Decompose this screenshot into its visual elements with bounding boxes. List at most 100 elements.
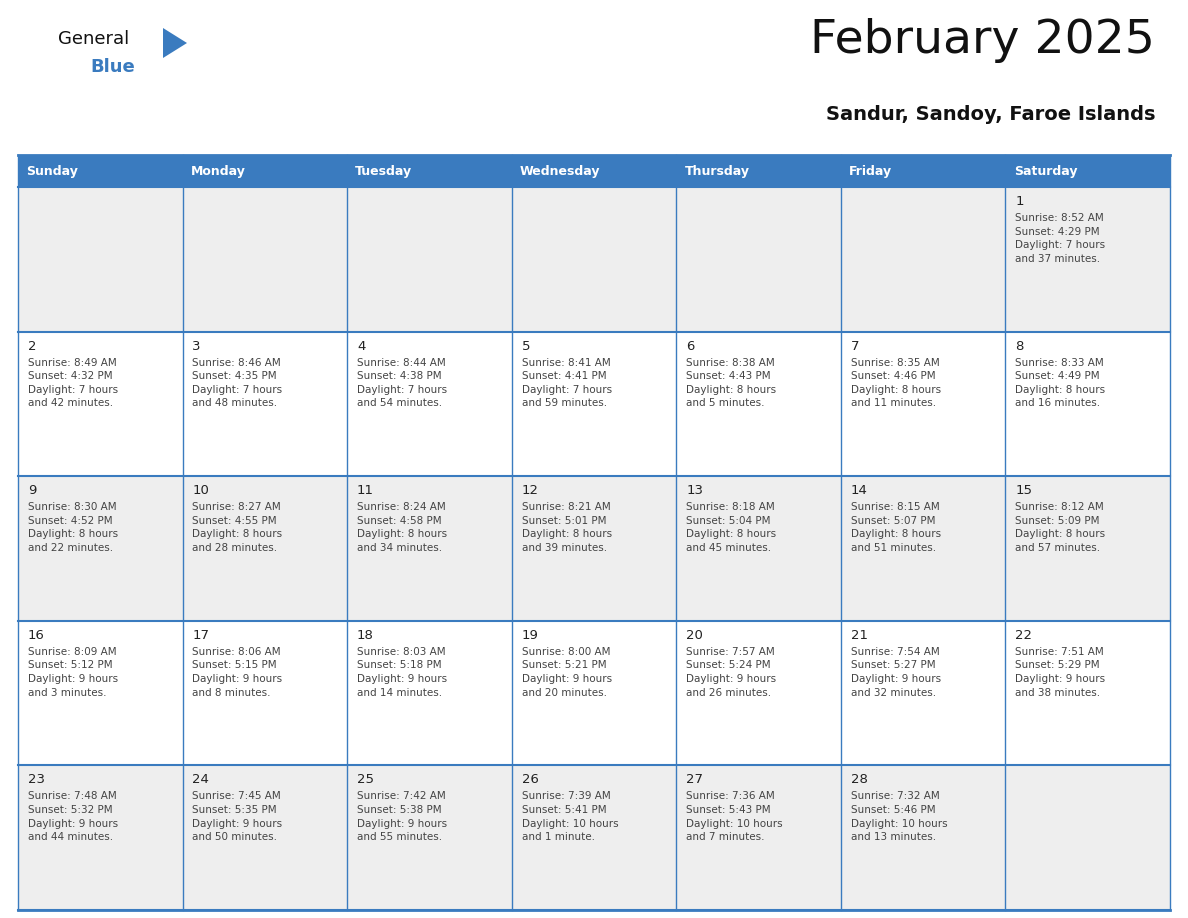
Text: Sunrise: 7:48 AM
Sunset: 5:32 PM
Daylight: 9 hours
and 44 minutes.: Sunrise: 7:48 AM Sunset: 5:32 PM Dayligh… — [27, 791, 118, 842]
Bar — [183, 187, 347, 331]
Bar — [1005, 476, 1170, 621]
Bar — [183, 621, 347, 766]
Text: Sunrise: 8:27 AM
Sunset: 4:55 PM
Daylight: 8 hours
and 28 minutes.: Sunrise: 8:27 AM Sunset: 4:55 PM Dayligh… — [192, 502, 283, 553]
Bar — [183, 331, 347, 476]
Text: Monday: Monday — [191, 164, 246, 177]
Text: 22: 22 — [1016, 629, 1032, 642]
Bar — [841, 476, 1005, 621]
Bar — [1005, 187, 1170, 331]
Bar — [347, 476, 512, 621]
Bar — [841, 331, 1005, 476]
Text: 1: 1 — [1016, 195, 1024, 208]
Text: Sunrise: 7:42 AM
Sunset: 5:38 PM
Daylight: 9 hours
and 55 minutes.: Sunrise: 7:42 AM Sunset: 5:38 PM Dayligh… — [358, 791, 447, 842]
Bar — [347, 766, 512, 910]
Text: 4: 4 — [358, 340, 366, 353]
Text: 5: 5 — [522, 340, 530, 353]
Text: Sunrise: 8:49 AM
Sunset: 4:32 PM
Daylight: 7 hours
and 42 minutes.: Sunrise: 8:49 AM Sunset: 4:32 PM Dayligh… — [27, 358, 118, 409]
Text: 11: 11 — [358, 484, 374, 498]
Bar — [183, 155, 347, 187]
Bar — [1005, 331, 1170, 476]
Bar — [18, 621, 183, 766]
Text: 17: 17 — [192, 629, 209, 642]
Text: Sunrise: 8:35 AM
Sunset: 4:46 PM
Daylight: 8 hours
and 11 minutes.: Sunrise: 8:35 AM Sunset: 4:46 PM Dayligh… — [851, 358, 941, 409]
Text: 23: 23 — [27, 773, 45, 787]
Text: Sunrise: 7:36 AM
Sunset: 5:43 PM
Daylight: 10 hours
and 7 minutes.: Sunrise: 7:36 AM Sunset: 5:43 PM Dayligh… — [687, 791, 783, 842]
Text: Sunrise: 8:09 AM
Sunset: 5:12 PM
Daylight: 9 hours
and 3 minutes.: Sunrise: 8:09 AM Sunset: 5:12 PM Dayligh… — [27, 647, 118, 698]
Bar — [676, 476, 841, 621]
Text: Sunrise: 8:15 AM
Sunset: 5:07 PM
Daylight: 8 hours
and 51 minutes.: Sunrise: 8:15 AM Sunset: 5:07 PM Dayligh… — [851, 502, 941, 553]
Text: 25: 25 — [358, 773, 374, 787]
Bar — [676, 155, 841, 187]
Text: Sunrise: 8:44 AM
Sunset: 4:38 PM
Daylight: 7 hours
and 54 minutes.: Sunrise: 8:44 AM Sunset: 4:38 PM Dayligh… — [358, 358, 447, 409]
Bar — [18, 331, 183, 476]
Text: 3: 3 — [192, 340, 201, 353]
Text: Sunrise: 8:41 AM
Sunset: 4:41 PM
Daylight: 7 hours
and 59 minutes.: Sunrise: 8:41 AM Sunset: 4:41 PM Dayligh… — [522, 358, 612, 409]
Bar — [1005, 621, 1170, 766]
Bar — [347, 155, 512, 187]
Text: Sunday: Sunday — [26, 164, 78, 177]
Text: 16: 16 — [27, 629, 45, 642]
Bar — [676, 766, 841, 910]
Text: 10: 10 — [192, 484, 209, 498]
Bar — [347, 331, 512, 476]
Text: Sunrise: 7:45 AM
Sunset: 5:35 PM
Daylight: 9 hours
and 50 minutes.: Sunrise: 7:45 AM Sunset: 5:35 PM Dayligh… — [192, 791, 283, 842]
Text: 15: 15 — [1016, 484, 1032, 498]
Bar — [841, 621, 1005, 766]
Text: Thursday: Thursday — [684, 164, 750, 177]
Bar — [347, 621, 512, 766]
Text: Sunrise: 8:52 AM
Sunset: 4:29 PM
Daylight: 7 hours
and 37 minutes.: Sunrise: 8:52 AM Sunset: 4:29 PM Dayligh… — [1016, 213, 1105, 263]
Text: 2: 2 — [27, 340, 37, 353]
Bar — [18, 476, 183, 621]
Text: Sunrise: 8:30 AM
Sunset: 4:52 PM
Daylight: 8 hours
and 22 minutes.: Sunrise: 8:30 AM Sunset: 4:52 PM Dayligh… — [27, 502, 118, 553]
Text: Sunrise: 8:33 AM
Sunset: 4:49 PM
Daylight: 8 hours
and 16 minutes.: Sunrise: 8:33 AM Sunset: 4:49 PM Dayligh… — [1016, 358, 1105, 409]
Text: 6: 6 — [687, 340, 695, 353]
Text: 13: 13 — [687, 484, 703, 498]
Bar — [18, 187, 183, 331]
Bar — [512, 155, 676, 187]
Text: Friday: Friday — [849, 164, 892, 177]
Text: 18: 18 — [358, 629, 374, 642]
Text: Sunrise: 8:12 AM
Sunset: 5:09 PM
Daylight: 8 hours
and 57 minutes.: Sunrise: 8:12 AM Sunset: 5:09 PM Dayligh… — [1016, 502, 1105, 553]
Bar — [18, 766, 183, 910]
Text: 20: 20 — [687, 629, 703, 642]
Text: General: General — [58, 30, 129, 48]
Text: 7: 7 — [851, 340, 859, 353]
Bar — [183, 766, 347, 910]
Text: 21: 21 — [851, 629, 867, 642]
Text: 8: 8 — [1016, 340, 1024, 353]
Bar — [512, 331, 676, 476]
Text: Sunrise: 8:46 AM
Sunset: 4:35 PM
Daylight: 7 hours
and 48 minutes.: Sunrise: 8:46 AM Sunset: 4:35 PM Dayligh… — [192, 358, 283, 409]
Text: Sunrise: 7:51 AM
Sunset: 5:29 PM
Daylight: 9 hours
and 38 minutes.: Sunrise: 7:51 AM Sunset: 5:29 PM Dayligh… — [1016, 647, 1105, 698]
Bar — [676, 331, 841, 476]
Text: Saturday: Saturday — [1013, 164, 1078, 177]
Text: Sunrise: 7:54 AM
Sunset: 5:27 PM
Daylight: 9 hours
and 32 minutes.: Sunrise: 7:54 AM Sunset: 5:27 PM Dayligh… — [851, 647, 941, 698]
Text: 14: 14 — [851, 484, 867, 498]
Bar — [1005, 766, 1170, 910]
Bar — [676, 621, 841, 766]
Bar — [18, 155, 183, 187]
Text: Sunrise: 8:00 AM
Sunset: 5:21 PM
Daylight: 9 hours
and 20 minutes.: Sunrise: 8:00 AM Sunset: 5:21 PM Dayligh… — [522, 647, 612, 698]
Text: Sunrise: 8:03 AM
Sunset: 5:18 PM
Daylight: 9 hours
and 14 minutes.: Sunrise: 8:03 AM Sunset: 5:18 PM Dayligh… — [358, 647, 447, 698]
Text: 26: 26 — [522, 773, 538, 787]
Text: 9: 9 — [27, 484, 37, 498]
Text: Sunrise: 8:06 AM
Sunset: 5:15 PM
Daylight: 9 hours
and 8 minutes.: Sunrise: 8:06 AM Sunset: 5:15 PM Dayligh… — [192, 647, 283, 698]
Bar — [676, 187, 841, 331]
Bar — [841, 155, 1005, 187]
Text: 24: 24 — [192, 773, 209, 787]
Bar — [183, 476, 347, 621]
Text: Tuesday: Tuesday — [355, 164, 412, 177]
Text: Sunrise: 7:39 AM
Sunset: 5:41 PM
Daylight: 10 hours
and 1 minute.: Sunrise: 7:39 AM Sunset: 5:41 PM Dayligh… — [522, 791, 618, 842]
Bar — [512, 766, 676, 910]
Text: February 2025: February 2025 — [810, 18, 1155, 63]
Text: Sunrise: 8:38 AM
Sunset: 4:43 PM
Daylight: 8 hours
and 5 minutes.: Sunrise: 8:38 AM Sunset: 4:43 PM Dayligh… — [687, 358, 776, 409]
Text: Sunrise: 8:24 AM
Sunset: 4:58 PM
Daylight: 8 hours
and 34 minutes.: Sunrise: 8:24 AM Sunset: 4:58 PM Dayligh… — [358, 502, 447, 553]
Text: Sunrise: 7:57 AM
Sunset: 5:24 PM
Daylight: 9 hours
and 26 minutes.: Sunrise: 7:57 AM Sunset: 5:24 PM Dayligh… — [687, 647, 776, 698]
Bar — [347, 187, 512, 331]
Text: 12: 12 — [522, 484, 538, 498]
Bar — [841, 187, 1005, 331]
Text: Wednesday: Wednesday — [520, 164, 600, 177]
Text: Sunrise: 8:18 AM
Sunset: 5:04 PM
Daylight: 8 hours
and 45 minutes.: Sunrise: 8:18 AM Sunset: 5:04 PM Dayligh… — [687, 502, 776, 553]
Bar — [512, 187, 676, 331]
Text: 19: 19 — [522, 629, 538, 642]
Text: Sunrise: 8:21 AM
Sunset: 5:01 PM
Daylight: 8 hours
and 39 minutes.: Sunrise: 8:21 AM Sunset: 5:01 PM Dayligh… — [522, 502, 612, 553]
